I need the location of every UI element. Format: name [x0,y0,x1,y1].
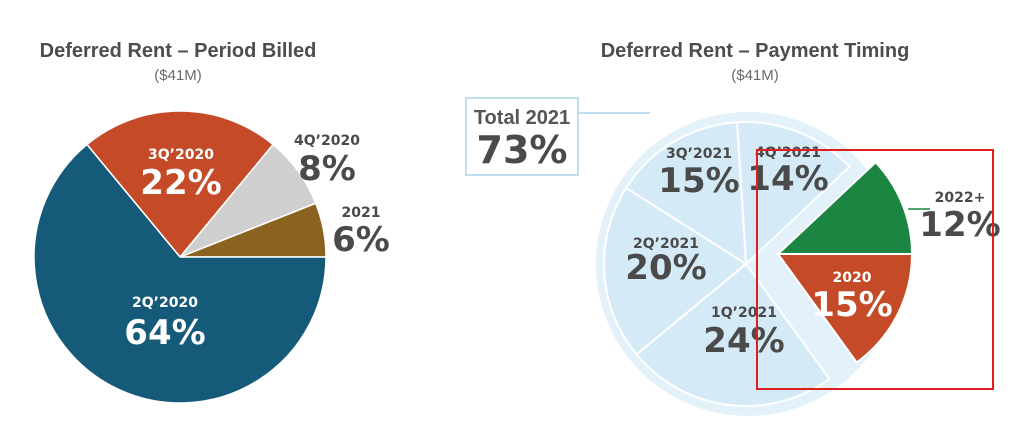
callout-label: Total 2021 [474,107,570,129]
chart2-4q-2021-percent-label: 14% [747,159,828,199]
chart1-slice-3q-2020 [85,110,275,259]
chart1-4q-2020-percent-label: 8% [298,149,356,189]
chart1-3q-2020-category-label: 3Q’2020 [148,147,214,163]
chart2-2q-2021-category-label: 2Q’2021 [633,236,699,252]
highlight-box [756,149,994,390]
chart1-3q-2020-percent-label: 22% [140,163,221,203]
chart2-slice-2q-2021 [603,186,748,356]
chart2-1q-2021-percent-label: 24% [703,321,784,361]
chart1-4q-2020-category-label: 4Q’2020 [294,133,360,149]
callout-box [465,97,579,176]
chart1-2q-2020-category-label: 2Q’2020 [132,295,198,311]
chart1-slice-2q-2020 [33,143,327,404]
chart2-subtitle: ($41M) [731,67,779,84]
chart2-slice-1q-2021 [635,262,831,407]
chart2-2022-percent-label: 12% [919,205,1000,245]
chart2-1q-2021-category-label: 1Q’2021 [711,305,777,321]
chart2-slice-2020 [776,253,914,364]
chart2-slice-4q-2021 [736,121,851,267]
total-2021-callout: Total 2021 73% [465,97,650,176]
callout-value: 73% [477,128,568,172]
chart1-2021-percent-label: 6% [332,220,390,260]
chart2-3q-2021-category-label: 3Q’2021 [666,146,732,162]
chart2-2020-category-label: 2020 [833,270,872,286]
chart2-slice-2022 [775,160,914,255]
chart1-title: Deferred Rent – Period Billed [40,40,317,62]
chart2-2q-2021-percent-label: 20% [625,248,706,288]
chart2-2020-percent-label: 15% [811,285,892,325]
chart2-pie [603,121,930,407]
chart2-title: Deferred Rent – Payment Timing [601,40,910,62]
chart1-subtitle: ($41M) [154,67,202,84]
chart1-2021-category-label: 2021 [342,205,381,221]
chart2-2022-category-label: 2022+ [935,190,986,206]
chart1-pie [33,110,327,404]
chart2-slice-3q-2021 [624,121,748,266]
chart1-2q-2020-percent-label: 64% [124,313,205,353]
chart2-3q-2021-percent-label: 15% [658,161,739,201]
